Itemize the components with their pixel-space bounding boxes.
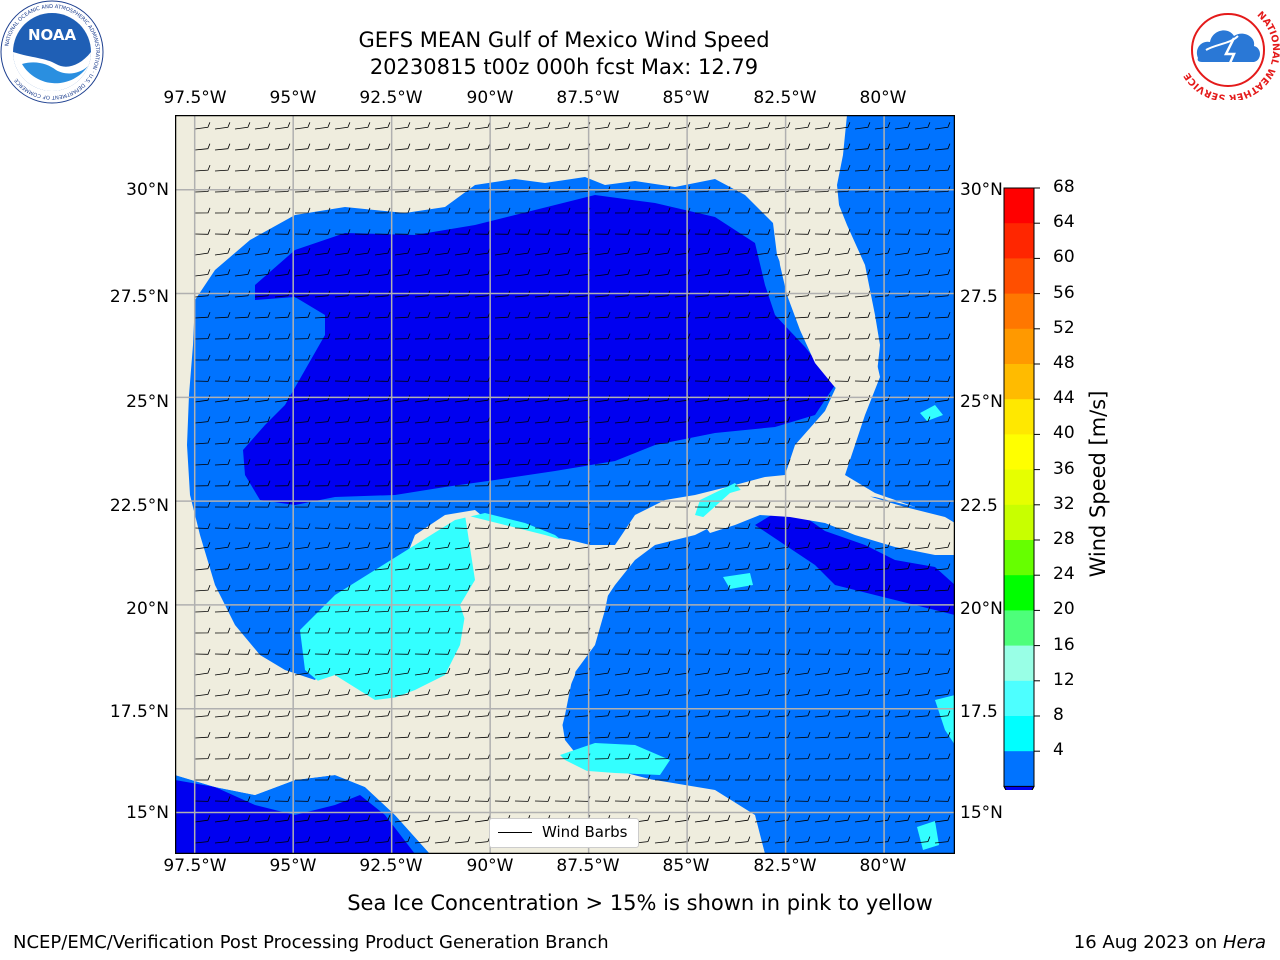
colorbar-tick-label: 68 — [1053, 177, 1075, 197]
sea-ice-note-text: Sea Ice Concentration > 15% is shown in … — [347, 891, 933, 915]
gulf-wind-map — [175, 115, 955, 854]
colorbar-segment — [1004, 399, 1034, 435]
wind-barb-legend-line — [498, 832, 532, 833]
lat-label-left: 20°N — [59, 599, 169, 619]
lat-label-right: 27.5 — [960, 287, 998, 307]
footer-machine: Hera — [1223, 932, 1266, 953]
colorbar-tick-label: 40 — [1053, 423, 1075, 443]
lat-label-right: 15°N — [960, 803, 1003, 823]
lon-label-bottom: 97.5°W — [145, 856, 245, 876]
colorbar-title: Wind Speed [m/s] — [1086, 364, 1110, 604]
lat-label-right: 22.5 — [960, 496, 998, 516]
lon-label-bottom: 95°W — [243, 856, 343, 876]
lat-label-left: 17.5°N — [59, 702, 169, 722]
lon-label-top: 92.5°W — [341, 88, 441, 108]
colorbar-tick-label: 60 — [1053, 247, 1075, 267]
footer-right: 16 Aug 2023 on Hera — [1074, 932, 1266, 953]
lat-label-left: 30°N — [59, 180, 169, 200]
footer-left: NCEP/EMC/Verification Post Processing Pr… — [13, 932, 609, 953]
lon-label-bottom: 92.5°W — [341, 856, 441, 876]
colorbar-tick-label: 48 — [1053, 353, 1075, 373]
sea-ice-note: Sea Ice Concentration > 15% is shown in … — [0, 891, 1280, 915]
colorbar-extend-triangle — [1004, 786, 1034, 790]
colorbar-tick-label: 36 — [1053, 459, 1075, 479]
colorbar-segment — [1004, 751, 1034, 787]
colorbar-segment — [1004, 294, 1034, 330]
colorbar-segment — [1004, 364, 1034, 400]
lon-label-bottom: 80°W — [833, 856, 933, 876]
nws-logo: NATIONAL WEATHER SERVICE — [1176, 0, 1280, 100]
lon-label-top: 87.5°W — [538, 88, 638, 108]
colorbar-segment — [1004, 188, 1034, 224]
lat-label-left: 27.5°N — [59, 287, 169, 307]
colorbar-tick-label: 16 — [1053, 635, 1075, 655]
colorbar-segment — [1004, 470, 1034, 506]
map-legend: Wind Barbs — [489, 818, 639, 848]
lon-label-top: 80°W — [833, 88, 933, 108]
lon-label-bottom: 85°W — [636, 856, 736, 876]
colorbar-tick-label: 32 — [1053, 494, 1075, 514]
map-title-line2: 20230815 t00z 000h fcst Max: 12.79 — [0, 54, 1128, 80]
colorbar-tick-label: 12 — [1053, 670, 1075, 690]
colorbar-segment — [1004, 223, 1034, 259]
lat-label-left: 25°N — [59, 392, 169, 412]
lat-label-left: 22.5°N — [59, 496, 169, 516]
colorbar-segment — [1004, 434, 1034, 470]
lon-label-top: 97.5°W — [145, 88, 245, 108]
lon-label-bottom: 87.5°W — [538, 856, 638, 876]
colorbar-segment — [1004, 540, 1034, 576]
wind-speed-colorbar — [995, 180, 1055, 790]
footer-date: 16 Aug 2023 on — [1074, 932, 1223, 953]
colorbar-tick-label: 24 — [1053, 564, 1075, 584]
lon-label-top: 82.5°W — [735, 88, 835, 108]
lon-label-bottom: 90°W — [440, 856, 540, 876]
lat-label-right: 17.5 — [960, 702, 998, 722]
colorbar-segment — [1004, 646, 1034, 682]
colorbar-segment — [1004, 681, 1034, 717]
lon-label-top: 95°W — [243, 88, 343, 108]
colorbar-segment — [1004, 610, 1034, 646]
colorbar-tick-label: 64 — [1053, 212, 1075, 232]
colorbar-tick-label: 20 — [1053, 599, 1075, 619]
colorbar-tick-label: 44 — [1053, 388, 1075, 408]
colorbar-tick-label: 8 — [1053, 705, 1064, 725]
lon-label-top: 85°W — [636, 88, 736, 108]
colorbar-tick-label: 28 — [1053, 529, 1075, 549]
noaa-logo-text: NOAA — [28, 26, 77, 44]
colorbar-tick-label: 56 — [1053, 283, 1075, 303]
noaa-logo: NOAA NATIONAL OCEANIC AND ATMOSPHERIC AD… — [0, 0, 105, 105]
colorbar-segment — [1004, 716, 1034, 752]
lon-label-bottom: 82.5°W — [735, 856, 835, 876]
colorbar-segment — [1004, 575, 1034, 611]
lat-label-left: 15°N — [59, 803, 169, 823]
lon-label-top: 90°W — [440, 88, 540, 108]
colorbar-segment — [1004, 258, 1034, 294]
colorbar-tick-label: 52 — [1053, 318, 1075, 338]
wind-barb-legend-label: Wind Barbs — [542, 823, 627, 841]
colorbar-tick-label: 4 — [1053, 740, 1064, 760]
map-title-line1: GEFS MEAN Gulf of Mexico Wind Speed — [0, 27, 1128, 53]
colorbar-segment — [1004, 505, 1034, 541]
colorbar-segment — [1004, 329, 1034, 365]
